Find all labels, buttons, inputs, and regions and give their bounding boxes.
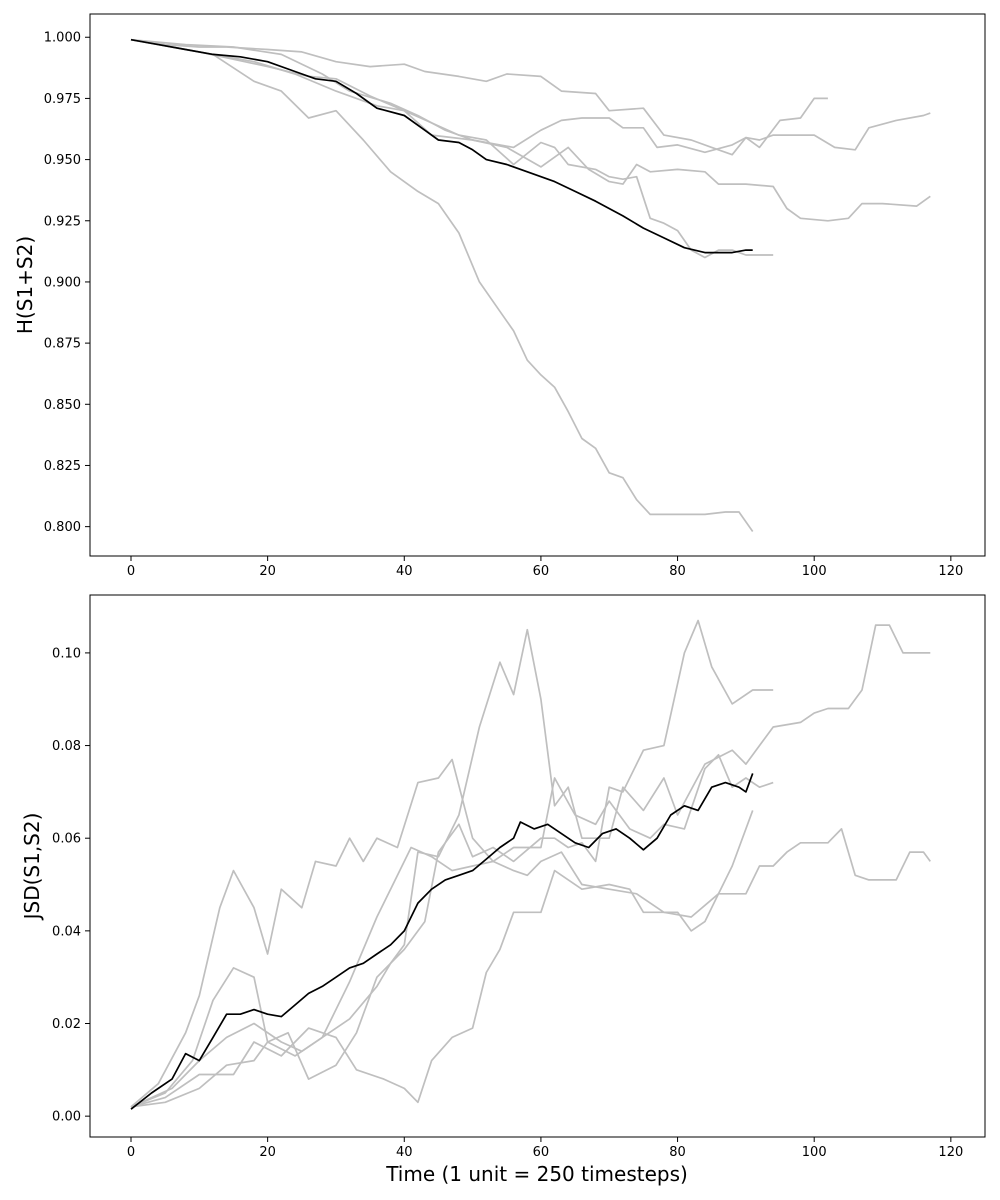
- entropy-x-tick-label: 40: [396, 564, 413, 579]
- jsd-panel: 0 20 40 60 80 100 120 0.00 0.02 0.04 0.06 0.08 0.10…: [20, 594, 986, 1186]
- entropy-run-line-1: [130, 38, 828, 156]
- entropy-run-line-2: [130, 38, 931, 154]
- entropy-y-axis-label: H(S1+S2): [13, 236, 37, 334]
- jsd-x-tick-label: 40: [396, 1145, 413, 1160]
- jsd-y-tick-label: 0.06: [52, 832, 81, 847]
- entropy-y-tick-label: 0.900: [44, 275, 81, 290]
- jsd-run-line-1: [130, 753, 774, 1108]
- jsd-x-tick-label: 60: [533, 1145, 550, 1160]
- entropy-y-tick-label: 1.000: [44, 31, 81, 46]
- jsd-x-tick-label: 80: [669, 1145, 686, 1160]
- jsd-y-axis-label: JSD(S1,S2): [20, 813, 44, 922]
- jsd-mean-line: [130, 773, 754, 1110]
- jsd-y-tick-label: 0.08: [52, 739, 81, 754]
- entropy-run-line-3: [130, 38, 931, 222]
- entropy-x-ticks: 0 20 40 60 80 100 120: [127, 556, 963, 579]
- entropy-series: [130, 38, 931, 532]
- entropy-y-tick-label: 0.850: [44, 398, 81, 413]
- entropy-x-tick-label: 0: [127, 564, 135, 579]
- jsd-y-tick-label: 0.00: [52, 1110, 81, 1125]
- entropy-run-line-5: [130, 38, 774, 259]
- entropy-y-tick-label: 0.800: [44, 520, 81, 535]
- entropy-y-tick-label: 0.875: [44, 337, 81, 352]
- entropy-x-tick-label: 20: [259, 564, 276, 579]
- jsd-x-ticks: 0 20 40 60 80 100 120: [127, 1137, 963, 1160]
- jsd-x-tick-label: 20: [259, 1145, 276, 1160]
- entropy-y-tick-label: 0.975: [44, 92, 81, 107]
- jsd-x-axis-label: Time (1 unit = 250 timesteps): [385, 1162, 688, 1186]
- entropy-y-tick-label: 0.950: [44, 153, 81, 168]
- jsd-run-line-2: [130, 624, 931, 1108]
- entropy-y-ticks: 0.800 0.825 0.850 0.875 0.900 0.925 0.950 0.975…: [44, 31, 90, 535]
- entropy-mean-line: [130, 38, 753, 254]
- jsd-y-ticks: 0.00 0.02 0.04 0.06 0.08 0.10: [52, 646, 90, 1125]
- jsd-run-line-4: [130, 828, 931, 1108]
- jsd-run-line-5: [130, 810, 754, 1108]
- jsd-x-tick-label: 120: [938, 1145, 963, 1160]
- jsd-x-tick-label: 100: [802, 1145, 827, 1160]
- entropy-y-tick-label: 0.825: [44, 459, 81, 474]
- jsd-plot-frame: [89, 594, 986, 1138]
- jsd-y-tick-label: 0.02: [52, 1017, 81, 1032]
- jsd-x-tick-label: 0: [127, 1145, 135, 1160]
- entropy-y-tick-label: 0.925: [44, 214, 81, 229]
- jsd-y-tick-label: 0.04: [52, 924, 81, 939]
- jsd-series: [130, 619, 931, 1110]
- entropy-x-tick-label: 60: [533, 564, 550, 579]
- jsd-y-tick-label: 0.10: [52, 646, 81, 661]
- jsd-run-line-3: [130, 619, 774, 1108]
- entropy-plot-frame: [89, 13, 986, 557]
- entropy-panel: 0 20 40 60 80 100 120 0.800 0.825 0.850 0.875 0.90…: [13, 13, 986, 579]
- entropy-x-tick-label: 120: [938, 564, 963, 579]
- entropy-run-line-4: [130, 38, 754, 532]
- entropy-x-tick-label: 100: [802, 564, 827, 579]
- entropy-x-tick-label: 80: [669, 564, 686, 579]
